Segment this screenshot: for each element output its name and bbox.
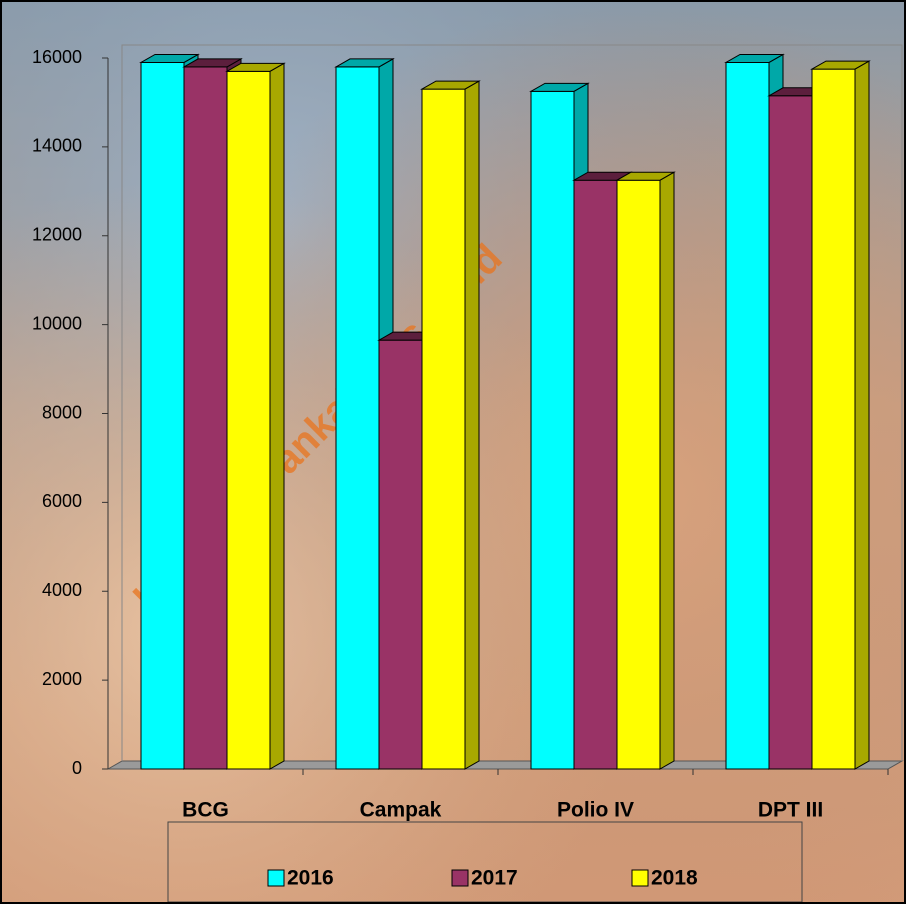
bar-top xyxy=(724,53,785,63)
x-tick-label: Campak xyxy=(360,799,442,822)
bar-side xyxy=(269,62,285,770)
bar xyxy=(768,95,813,770)
bar-top xyxy=(334,58,395,68)
legend-label: 2016 xyxy=(287,867,334,890)
bar xyxy=(183,66,228,770)
legend-label: 2017 xyxy=(471,867,518,890)
bar-top xyxy=(182,58,243,68)
bar xyxy=(226,70,271,770)
y-tick-label: 0 xyxy=(72,758,82,778)
bar xyxy=(335,66,380,770)
y-tick-label: 10000 xyxy=(32,313,82,333)
bar-top xyxy=(810,60,871,70)
y-tick-label: 16000 xyxy=(32,47,82,67)
back-wall xyxy=(121,44,903,761)
bar xyxy=(421,88,466,770)
y-tick-label: 12000 xyxy=(32,225,82,245)
bar-top xyxy=(225,62,286,72)
bar xyxy=(811,68,856,770)
y-tick-label: 8000 xyxy=(42,402,82,422)
y-tick-label: 2000 xyxy=(42,669,82,689)
bar xyxy=(140,61,185,770)
x-tick-label: BCG xyxy=(182,799,229,822)
y-tick-label: 4000 xyxy=(42,580,82,600)
bar-side xyxy=(464,80,480,770)
bar xyxy=(530,90,575,770)
legend-swatch xyxy=(631,869,649,887)
x-tick-label: DPT III xyxy=(758,799,823,822)
x-tick-label: Polio IV xyxy=(557,799,634,822)
bar xyxy=(725,61,770,770)
legend-swatch xyxy=(267,869,285,887)
bar xyxy=(378,339,423,770)
bar xyxy=(573,179,618,770)
bar-top xyxy=(420,80,481,90)
y-tick-label: 14000 xyxy=(32,136,82,156)
bar-side xyxy=(854,60,870,770)
bar-top xyxy=(615,171,676,181)
bar-side xyxy=(659,171,675,770)
bar-top xyxy=(529,82,590,92)
y-tick-label: 6000 xyxy=(42,491,82,511)
bar-top xyxy=(139,53,200,63)
bar xyxy=(616,179,661,770)
legend-swatch xyxy=(451,869,469,887)
legend-label: 2018 xyxy=(651,867,698,890)
